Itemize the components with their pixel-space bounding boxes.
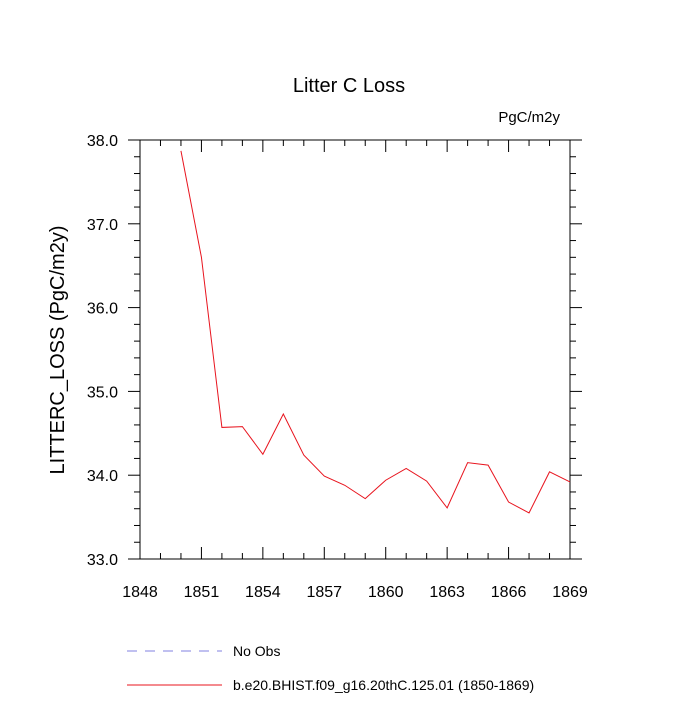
x-tick-label: 1854: [245, 584, 281, 601]
axis-ticks: [128, 139, 582, 560]
chart-title: Litter C Loss: [293, 75, 405, 97]
y-axis-label: LITTERC_LOSS (PgC/m2y): [47, 226, 69, 475]
plot-frame: [139, 139, 571, 560]
y-tick-label: 33.0: [87, 552, 118, 569]
legend: No Obs b.e20.BHIST.f09_g16.20thC.125.01 (…: [127, 643, 534, 693]
series-layer: [180, 150, 571, 514]
x-tick-label: 1848: [122, 584, 158, 601]
units-label: PgC/m2y: [498, 109, 560, 126]
x-tick-label: 1857: [306, 584, 342, 601]
y-tick-label: 36.0: [87, 301, 118, 318]
axis-tick-labels: 1848 1851 1854 1857 1860 1863 1866 1869 33.0 34.0…: [87, 133, 588, 601]
x-tick-label: 1863: [429, 584, 465, 601]
legend-label: b.e20.BHIST.f09_g16.20thC.125.01 (1850-1…: [233, 677, 534, 693]
y-tick-label: 35.0: [87, 384, 118, 401]
x-tick-label: 1869: [552, 584, 588, 601]
y-tick-label: 37.0: [87, 217, 118, 234]
y-tick-label: 34.0: [87, 468, 118, 485]
x-tick-label: 1860: [368, 584, 404, 601]
y-tick-label: 38.0: [87, 133, 118, 150]
series-line: [180, 150, 571, 514]
x-tick-label: 1851: [184, 584, 220, 601]
x-tick-label: 1866: [491, 584, 527, 601]
legend-label: No Obs: [233, 643, 280, 659]
